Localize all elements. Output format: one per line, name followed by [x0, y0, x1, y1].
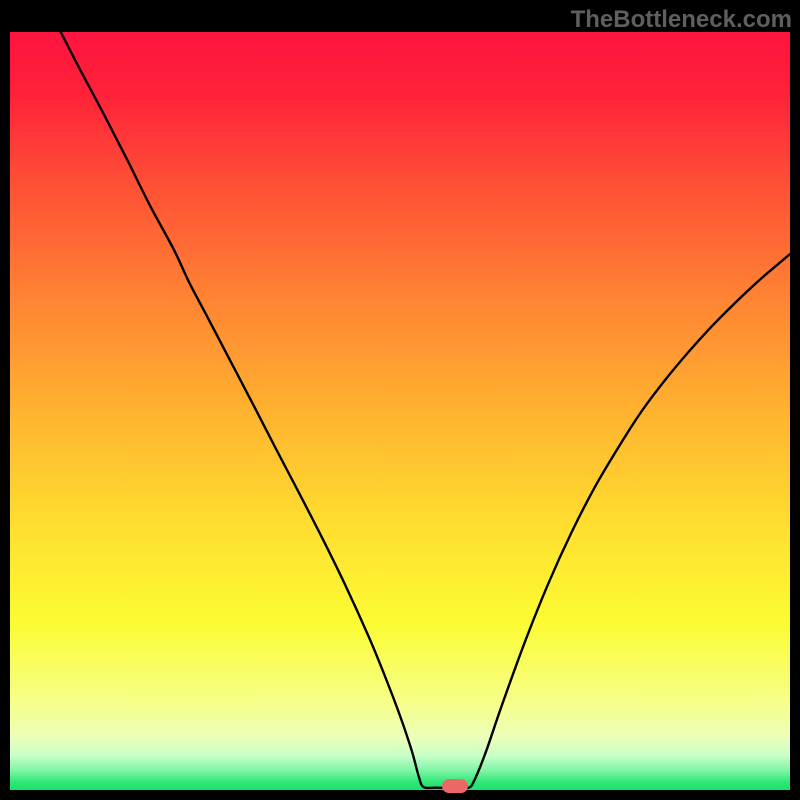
- bottleneck-marker: [442, 779, 468, 793]
- watermark-label: TheBottleneck.com: [571, 6, 792, 34]
- plot-area: [10, 32, 790, 790]
- chart-root: TheBottleneck.com: [0, 0, 800, 800]
- curve-line: [10, 32, 790, 790]
